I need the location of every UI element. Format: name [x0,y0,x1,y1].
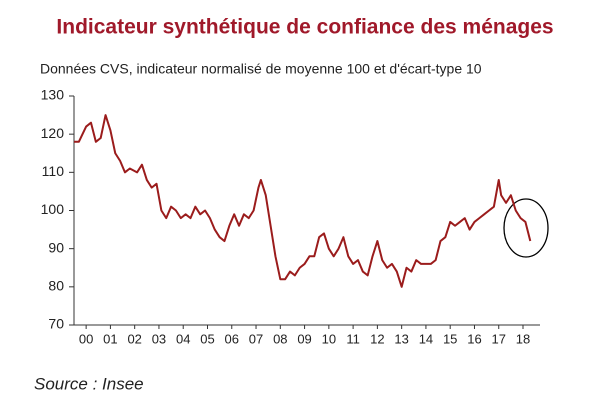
x-tick-label: 18 [516,331,530,346]
x-tick-label: 17 [492,331,506,346]
y-tick-label: 110 [42,163,65,179]
x-tick-label: 07 [249,331,263,346]
x-tick-label: 13 [394,331,408,346]
x-tick-label: 11 [346,331,360,346]
x-tick-label: 14 [419,331,433,346]
y-tick-label: 130 [41,87,65,103]
x-tick-label: 05 [200,331,214,346]
x-tick-label: 09 [297,331,311,346]
chart-subtitle: Données CVS, indicateur normalisé de moy… [40,61,482,77]
chart-title: Indicateur synthétique de confiance des … [56,16,553,39]
x-tick-label: 06 [225,331,239,346]
y-tick-label: 90 [48,239,64,255]
x-tick-label: 16 [467,331,481,346]
x-tick-label: 02 [127,331,141,346]
source-note: Source : Insee [34,374,144,393]
y-tick-label: 120 [41,125,65,141]
y-tick-label: 80 [48,278,64,294]
x-tick-label: 15 [443,331,457,346]
x-tick-label: 10 [322,331,336,346]
x-tick-label: 03 [152,331,166,346]
x-tick-label: 12 [370,331,384,346]
data-line [74,114,532,288]
x-tick-label: 04 [176,331,190,346]
highlight-circle [503,198,549,258]
y-tick-label: 100 [41,201,65,217]
x-tick-label: 00 [79,331,93,346]
y-tick-label: 70 [48,316,64,332]
x-tick-label: 01 [103,331,117,346]
x-tick-label: 08 [273,331,287,346]
